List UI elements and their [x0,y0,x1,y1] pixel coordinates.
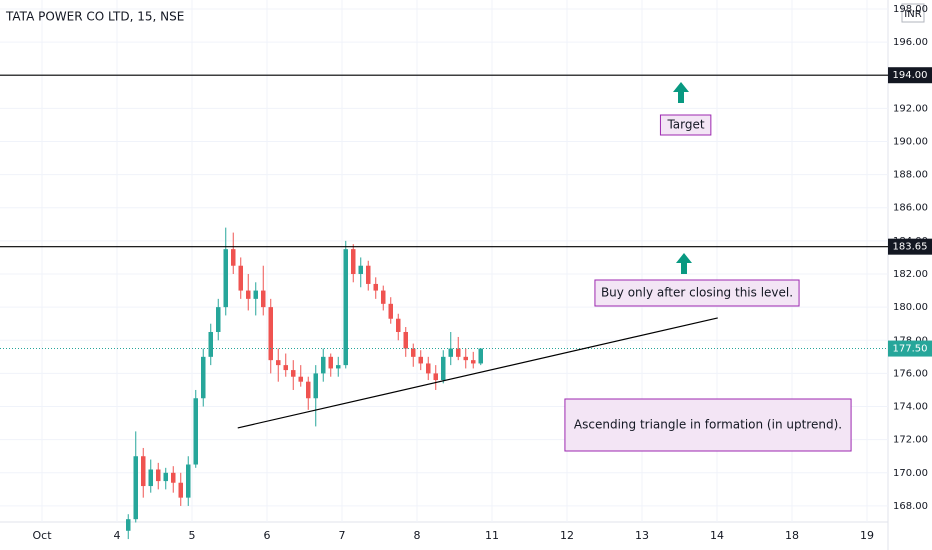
y-tick-label: 170.00 [893,468,928,479]
candle-body [358,265,363,275]
chart-title: TATA POWER CO LTD, 15, NSE [5,10,184,24]
candle-body [216,307,221,332]
candle-body [433,373,438,381]
candle-body [148,469,153,487]
annotation-box [564,398,852,452]
candle-body [156,469,161,482]
candle-body [238,265,243,291]
x-tick-label: 18 [785,529,799,542]
candle-body [336,365,341,369]
candle-body [418,356,423,364]
candle-body [441,356,446,381]
y-tick-label: 196.00 [893,37,928,48]
candle-body [298,376,303,382]
candle-body [208,331,213,357]
grid [0,0,888,522]
y-tick-label: 174.00 [893,402,928,413]
currency: INR [904,9,921,20]
candle-body [223,249,228,308]
annotation-box [594,279,800,307]
price-label: 183.65 [893,242,928,253]
x-tick-label: 5 [189,529,196,542]
candle-body [313,373,318,399]
candle-body [201,356,206,399]
candle-body [426,363,431,374]
y-tick-label: 182.00 [893,269,928,280]
annotation: Buy only after closing this level. [601,286,793,300]
candle-body [276,360,281,366]
candle-body [253,290,258,299]
candle-body [388,303,393,319]
candle-body [471,360,476,364]
price-label: 177.50 [893,344,928,355]
x-tick-label: 8 [414,529,421,542]
price-label-box [888,67,932,84]
y-tick-label: 186.00 [893,203,928,214]
x-tick-label: 12 [560,529,574,542]
price-label-box [888,238,932,255]
x-tick-label: 6 [264,529,271,542]
candle-body [193,398,198,465]
candle-body [178,482,183,498]
candle-body [261,290,266,308]
price-label: 194.00 [893,70,928,81]
y-tick-label: 190.00 [893,136,928,147]
y-tick-label: 168.00 [893,501,928,512]
candle-body [133,456,138,520]
candle-body [141,456,146,487]
candle-body [448,348,453,357]
candle-body [306,381,311,399]
plot [0,74,888,540]
candle-body [186,464,191,498]
y-tick-label: 172.00 [893,435,928,446]
candle-body [343,249,348,366]
trendline [237,317,718,429]
y-tick-label: 180.00 [893,302,928,313]
candle-body [321,356,326,374]
candle-body [163,472,168,482]
x-tick-label: 4 [114,529,121,542]
candle-body [403,331,408,349]
candle-body [268,307,273,361]
arrow-up [676,253,692,274]
y-tick-label: 192.00 [893,103,928,114]
x-tick-label: 14 [710,529,724,542]
y-tick-label: 198.00 [893,4,928,15]
x-tick-label: 7 [339,529,346,542]
x-tick-label: 11 [485,529,499,542]
candle-body [126,519,131,531]
candle-body [366,265,371,284]
candle-body [291,370,296,377]
candle-body [411,348,416,357]
candle-body [463,356,468,361]
candle-body [246,290,251,299]
candle-body [373,283,378,291]
annotation: Target [666,118,704,132]
candle-body [396,318,401,332]
annotation-box [659,114,712,136]
annotation: Ascending triangle in formation (in uptr… [574,418,842,432]
price-label-box [888,340,932,357]
arrow-up [673,82,689,103]
candle-body [171,472,176,483]
x-tick-label: 19 [860,529,874,542]
candle-body [351,249,356,275]
candle-body [231,249,236,266]
y-tick-label: 176.00 [893,368,928,379]
x-tick-label: 13 [635,529,649,542]
candle-body [283,365,288,371]
candle-body [328,356,333,369]
y-tick-label: 188.00 [893,170,928,181]
candle-body [456,348,461,357]
candle-body [478,348,483,364]
x-tick-label: Oct [32,529,52,542]
candle-body [381,290,386,304]
currency-box [901,3,925,23]
